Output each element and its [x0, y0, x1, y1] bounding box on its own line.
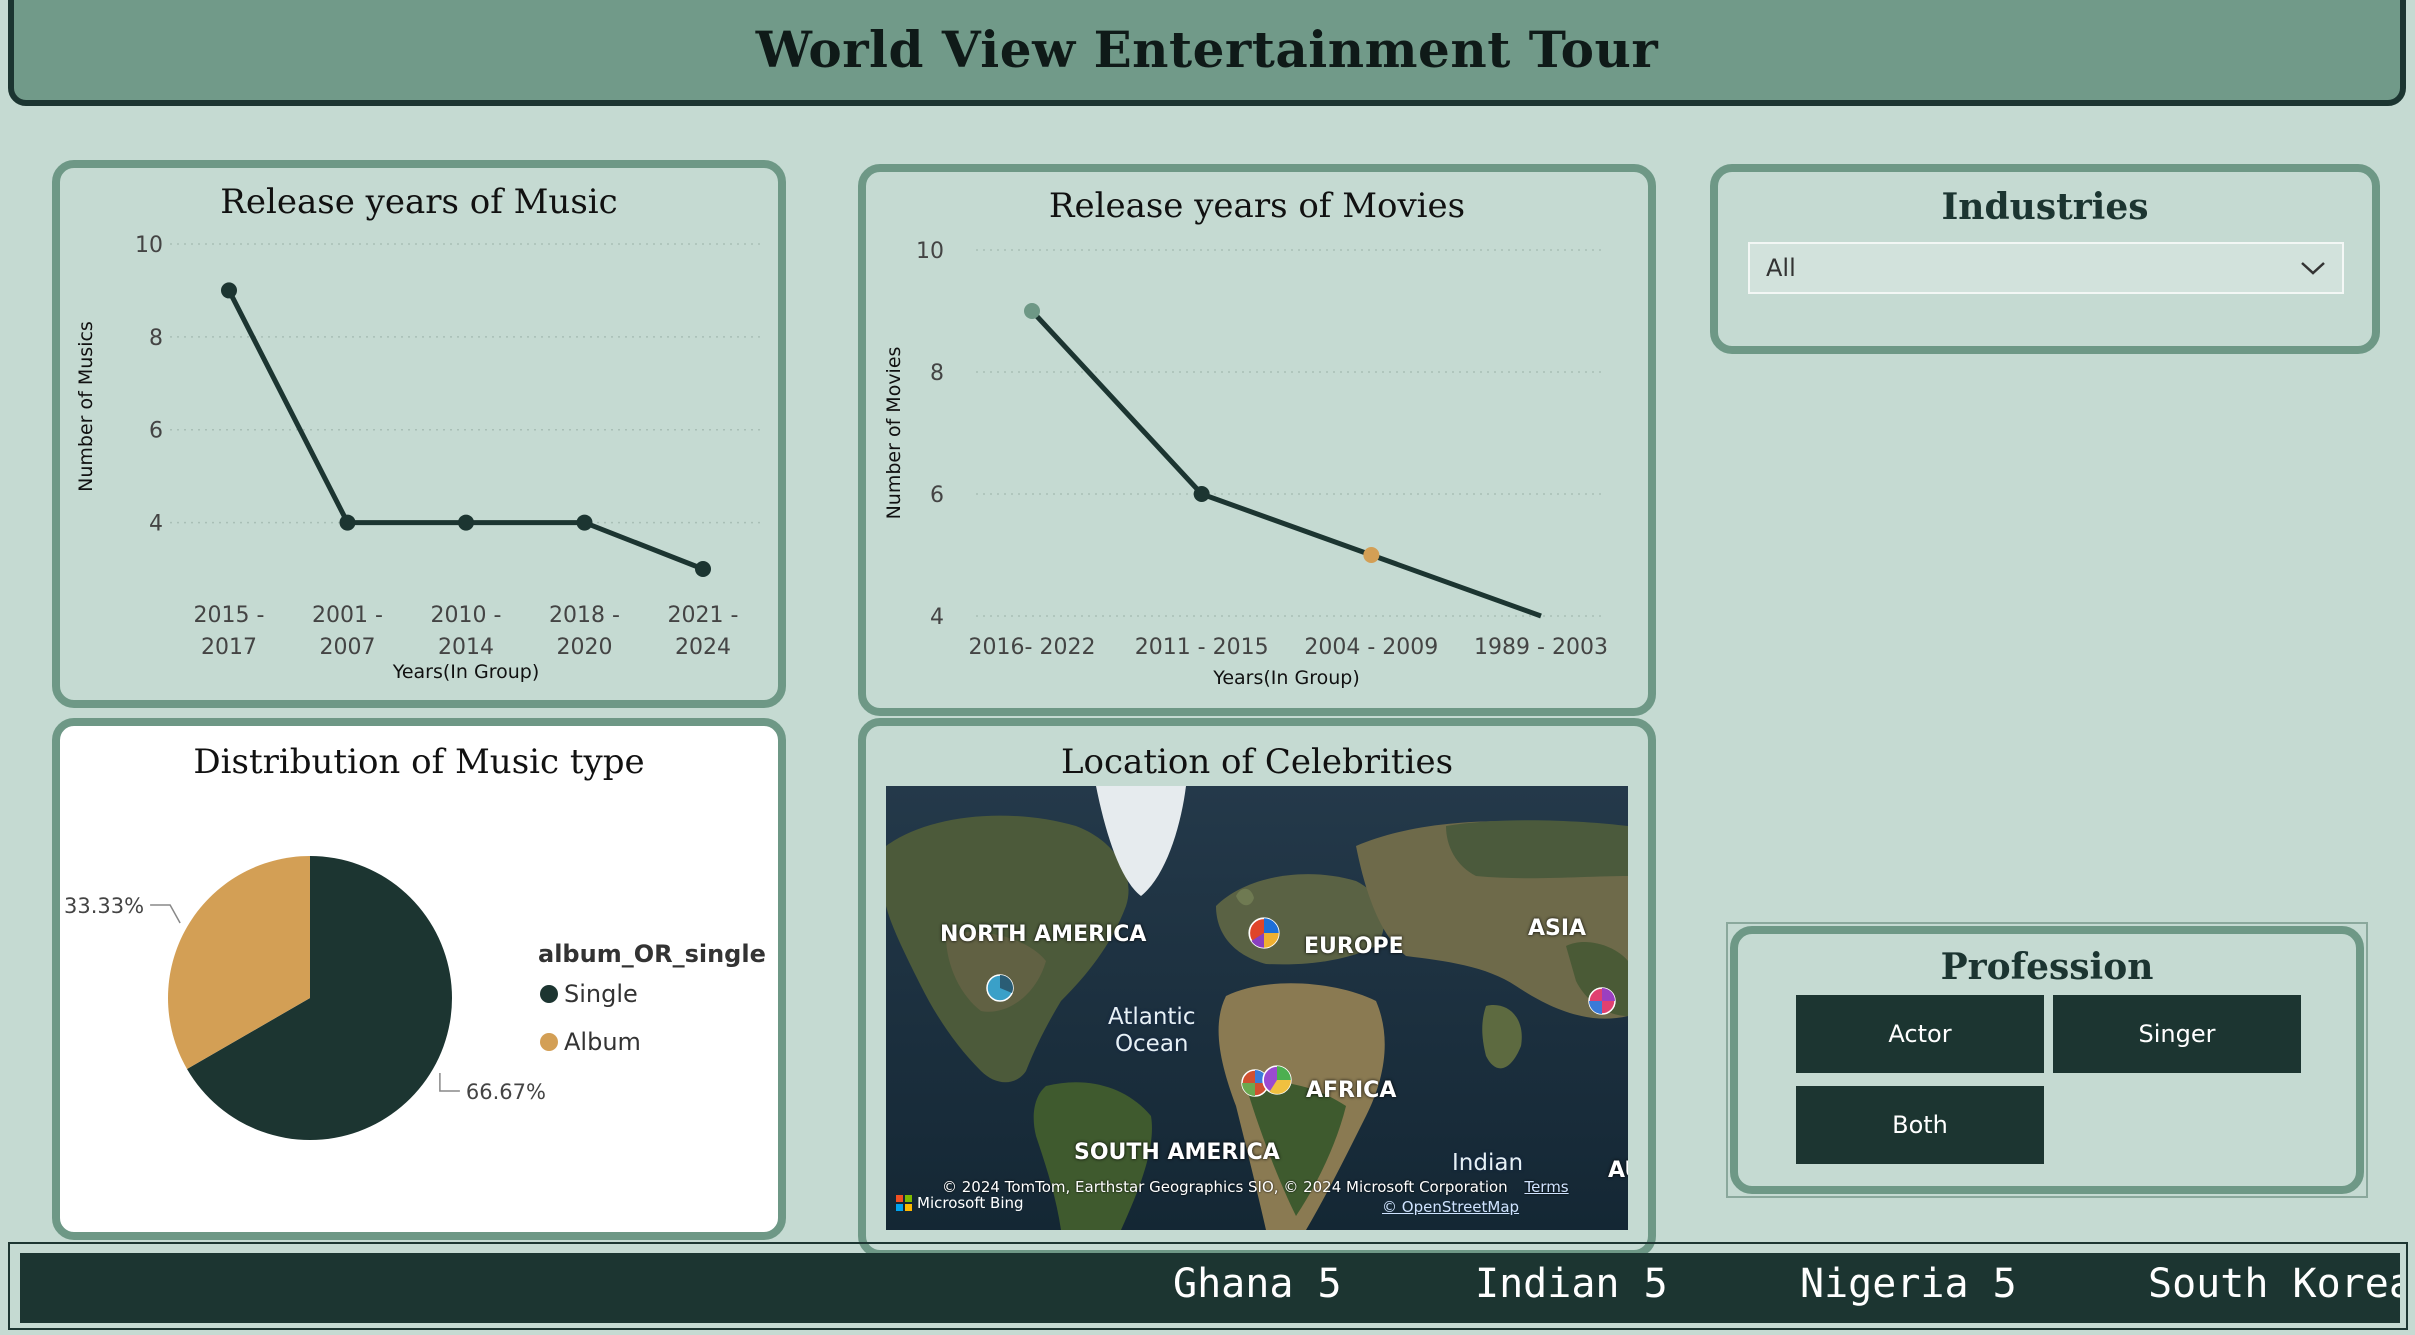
x-axis-label: Years(In Group) [1212, 667, 1359, 689]
x-tick-label: 2024 [675, 635, 731, 660]
y-tick-label: 8 [149, 326, 163, 351]
map-label-europe: EUROPE [1304, 934, 1404, 959]
map-background [886, 786, 1628, 1230]
map-label-indian-ocean: Indian [1452, 1150, 1524, 1176]
map-osm-link[interactable]: © OpenStreetMap [1382, 1198, 1520, 1216]
report-title: World View Entertainment Tour [755, 19, 1659, 79]
map-pie-marker[interactable] [1587, 986, 1617, 1016]
y-tick-label: 8 [930, 361, 944, 386]
music-line-chart[interactable]: 4 6 8 10 Number of Musics 2015 - 2017 2001 - 200… [60, 168, 778, 700]
x-tick-label: 2018 - [549, 603, 620, 628]
y-tick-label: 4 [149, 512, 163, 537]
pie-slice [167, 856, 310, 1069]
data-point [458, 514, 474, 531]
microsoft-logo-icon [896, 1195, 912, 1211]
music-chart-title: Release years of Music [220, 182, 618, 222]
map-terms-link[interactable]: Terms [1524, 1178, 1569, 1196]
x-tick-label: 2014 [438, 635, 494, 660]
ticker-item-ghana: Ghana 5 [1173, 1261, 1342, 1307]
map-pie-marker[interactable] [985, 973, 1015, 1003]
x-tick-label: 2017 [201, 635, 257, 660]
data-label: 66.67% [466, 1080, 546, 1104]
movies-release-panel: Release years of Movies [858, 164, 1656, 716]
x-tick-label: 2010 - [431, 603, 502, 628]
x-tick-label: 2011 - 2015 [1135, 635, 1269, 660]
data-point [1363, 547, 1380, 563]
y-tick-label: 10 [135, 233, 163, 258]
music-type-pie-chart[interactable]: 66.67% 33.33% album_OR_single Single Album [60, 790, 778, 1230]
legend-entry: Single [564, 980, 638, 1008]
map-pie-marker[interactable] [1247, 916, 1281, 950]
chevron-down-icon [2301, 262, 2325, 275]
movies-chart-title: Release years of Movies [1048, 186, 1466, 226]
legend-entry: Album [564, 1028, 641, 1056]
data-point [1193, 486, 1210, 502]
y-tick-label: 4 [930, 605, 944, 630]
profession-both-button[interactable]: Both [1796, 1086, 2044, 1164]
x-tick-label: 2016- 2022 [969, 635, 1096, 660]
bing-label: Microsoft Bing [917, 1194, 1024, 1212]
y-axis-label: Number of Musics [75, 321, 97, 492]
map-label-africa: AFRICA [1306, 1078, 1397, 1103]
profession-actor-button[interactable]: Actor [1796, 995, 2044, 1073]
x-tick-label: 2007 [320, 635, 376, 660]
legend-marker [540, 985, 558, 1003]
industries-panel: Industries [1710, 164, 2380, 354]
y-tick-label: 6 [930, 483, 944, 508]
industries-title: Industries [1941, 186, 2149, 228]
legend-marker [540, 1033, 558, 1051]
ticker-item-nigeria: Nigeria 5 [1800, 1261, 2017, 1307]
map-label-atlantic-ocean: Atlantic Ocean [1108, 1004, 1196, 1057]
data-point [221, 282, 237, 299]
x-tick-label: 2015 - [194, 603, 265, 628]
map-copyright: © 2024 TomTom, Earthstar Geographics SIO… [942, 1178, 1569, 1196]
data-point [576, 514, 593, 531]
map-title: Location of Celebrities [1060, 742, 1454, 782]
legend-title: album_OR_single [538, 940, 766, 968]
map-pie-marker[interactable] [1240, 1068, 1270, 1098]
x-tick-label: 2021 - [668, 603, 739, 628]
industries-dropdown[interactable]: All [1748, 242, 2344, 294]
y-tick-label: 6 [149, 419, 163, 444]
series-line [1030, 309, 1542, 619]
world-map[interactable]: NORTH AMERICA EUROPE ASIA AFRICA SOUTH A… [886, 786, 1628, 1230]
ticker-item-indian: Indian 5 [1475, 1261, 1668, 1307]
ticker-frame [8, 1242, 2408, 1330]
y-tick-label: 10 [916, 239, 944, 264]
y-axis-label: Number of Movies [883, 347, 905, 520]
data-label: 33.33% [64, 894, 144, 918]
country-ticker: Ghana 5 Indian 5 Nigeria 5 South Korea [20, 1253, 2400, 1323]
profession-title: Profession [1940, 946, 2154, 988]
profession-frame [1726, 922, 2368, 1198]
industries-selected-value: All [1766, 254, 1796, 282]
profession-panel: Profession [1730, 926, 2364, 1194]
x-tick-label: 2004 - 2009 [1304, 635, 1438, 660]
map-label-au: AU [1608, 1158, 1628, 1183]
data-label-leader [150, 904, 181, 924]
pie-chart-title: Distribution of Music type [193, 742, 645, 782]
map-pie-marker[interactable] [1261, 1064, 1293, 1096]
ticker-item-south-korea: South Korea [2148, 1261, 2400, 1307]
map-copyright-text: © 2024 TomTom, Earthstar Geographics SIO… [942, 1178, 1508, 1196]
profession-singer-button[interactable]: Singer [2053, 995, 2301, 1073]
map-label-south-america: SOUTH AMERICA [1074, 1140, 1280, 1165]
map-label-asia: ASIA [1528, 916, 1587, 941]
map-bing-logo: Microsoft Bing [896, 1194, 1024, 1212]
data-point [339, 514, 356, 531]
data-label-leader [439, 1073, 460, 1092]
map-label-north-america: NORTH AMERICA [940, 922, 1147, 947]
data-point [1024, 303, 1040, 319]
pie-slice [187, 856, 452, 1140]
music-release-panel: Release years of Music [52, 160, 786, 708]
movies-line-chart[interactable]: 4 6 8 10 Number of Movies 2016- 2022 2011 - 20… [866, 172, 1648, 708]
report-header: World View Entertainment Tour [8, 0, 2406, 106]
x-tick-label: 1989 - 2003 [1474, 635, 1608, 660]
x-tick-label: 2020 [557, 635, 613, 660]
data-point [695, 561, 711, 577]
x-axis-label: Years(In Group) [392, 661, 539, 683]
x-tick-label: 2001 - [312, 603, 383, 628]
